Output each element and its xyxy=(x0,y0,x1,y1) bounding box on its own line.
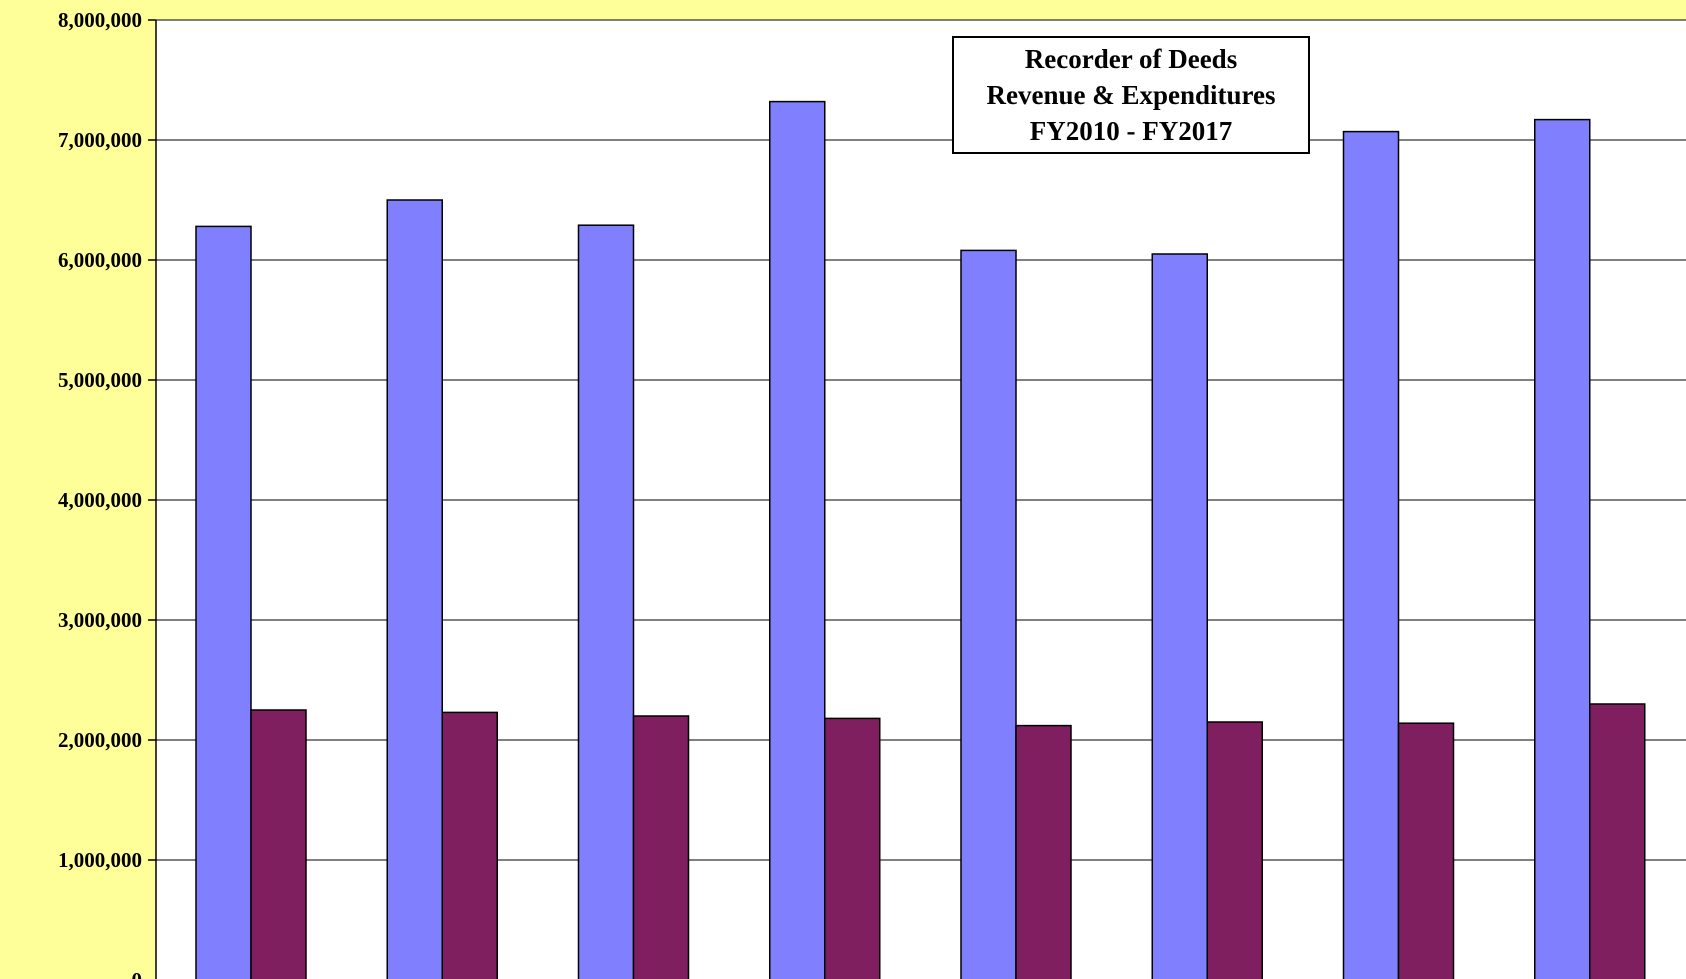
y-tick-label: 7,000,000 xyxy=(58,128,142,152)
bar-series-2-fy2017 xyxy=(1589,703,1646,979)
bar-series-1-fy2017 xyxy=(1534,118,1591,979)
bar-series-1-fy2015 xyxy=(1151,253,1208,979)
y-tick-label: 4,000,000 xyxy=(58,488,142,512)
chart-title-line-3: FY2010 - FY2017 xyxy=(1029,116,1233,146)
chart-title-line-1: Recorder of Deeds xyxy=(1024,44,1238,74)
bar-series-1-fy2011 xyxy=(386,199,443,979)
bar-series-1-fy2010 xyxy=(195,225,252,979)
y-tick-label: 5,000,000 xyxy=(58,368,142,392)
bar-series-2-fy2013 xyxy=(824,717,881,979)
chart-title-box: Recorder of Deeds Revenue & Expenditures… xyxy=(952,36,1310,154)
bar-series-1-fy2012 xyxy=(577,224,635,979)
y-tick-label: 2,000,000 xyxy=(58,728,142,752)
bar-series-2-fy2016 xyxy=(1397,722,1455,979)
bar-series-1-fy2014 xyxy=(960,249,1017,979)
y-tick-label: 8,000,000 xyxy=(58,8,142,32)
y-axis-ticks: 0 1,000,000 2,000,000 3,000,000 4,000,000 5,0… xyxy=(58,8,156,979)
y-tick-label: 0 xyxy=(132,968,143,979)
bar-series-1-fy2016 xyxy=(1342,130,1400,979)
y-tick-label: 1,000,000 xyxy=(58,848,142,872)
bar-series-2-fy2010 xyxy=(250,709,307,979)
y-tick-label: 3,000,000 xyxy=(58,608,142,632)
bar-series-2-fy2015 xyxy=(1206,721,1263,979)
bars xyxy=(195,100,1646,979)
y-tick-label: 6,000,000 xyxy=(58,248,142,272)
chart-title-line-2: Revenue & Expenditures xyxy=(986,80,1276,110)
bar-series-2-fy2011 xyxy=(441,711,498,979)
bar-series-2-fy2012 xyxy=(632,715,690,979)
bar-series-2-fy2014 xyxy=(1015,724,1072,979)
bar-series-1-fy2013 xyxy=(769,100,826,979)
